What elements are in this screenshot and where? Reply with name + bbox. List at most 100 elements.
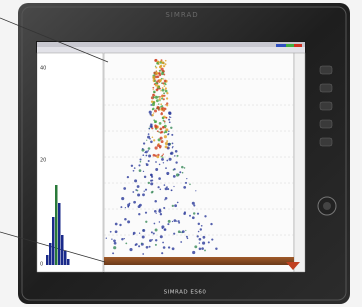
echo-dot [166,97,168,99]
echo-dot [113,246,116,249]
echo-dot [162,117,163,118]
echo-dot [151,231,153,233]
echo-dot [154,121,156,123]
echo-dot [170,143,171,144]
echo-dot [159,164,161,166]
echo-dot [193,212,195,214]
echo-dot [158,72,160,74]
echo-dot [176,220,178,222]
echo-dot [173,186,174,187]
histogram-panel [37,53,103,272]
echo-dot [164,135,167,138]
echo-dot [173,233,175,235]
echo-dot [144,176,146,178]
echo-dot [148,182,150,184]
echo-dot [192,216,195,219]
echo-dot [194,245,197,248]
echo-dot [169,116,170,117]
echo-dot [165,63,167,65]
echo-dot [124,218,127,221]
echo-dot [181,166,184,169]
echo-dot [159,79,162,82]
echo-dot [146,140,147,141]
echo-dot [168,119,170,121]
echo-dot [159,82,160,83]
echo-dot [146,163,147,164]
echo-dot [168,246,170,248]
echo-dot [204,249,206,251]
echo-dot [160,213,162,215]
page: SIMRAD SIMRAD ES60 40 20 0 (() => { cons… [0,0,362,307]
echo-dot [151,126,153,128]
echo-dot [138,245,140,247]
echo-dot [152,108,154,110]
echo-dot [160,235,163,238]
echo-dot [171,134,173,136]
echo-dot [166,140,168,142]
echo-dot [134,167,136,169]
color-scale-high [294,44,302,47]
echo-dot [131,165,133,167]
echo-dot [115,223,118,226]
depth-label: 0 [40,262,43,268]
model-label: SIMRAD ES60 [164,290,207,296]
echo-dot [182,172,184,174]
echo-dot [182,230,185,233]
echo-dot [137,193,140,196]
echo-dot [163,109,165,111]
echo-dot [200,228,202,230]
echo-dot [147,136,150,139]
echo-dot [159,66,161,68]
echo-dot [197,235,199,237]
echo-dot [155,239,157,241]
echo-dot [178,222,180,224]
echo-dot [201,247,204,250]
echo-dot [185,182,187,184]
echo-dot [174,204,177,207]
echo-dot [142,148,144,150]
echo-dot [152,76,155,79]
echo-dot [210,223,212,225]
echo-dot [165,89,166,90]
echo-dot [156,99,159,102]
echo-dot [142,253,144,255]
echo-dot [201,225,203,227]
echo-dot [161,158,164,161]
side-button [320,102,332,110]
echo-dot [155,168,158,171]
seabed [104,257,294,265]
echo-dot [155,66,156,67]
echo-dot [151,239,153,241]
echo-dot [153,112,154,113]
echo-dot [155,72,158,75]
echo-dot [203,236,206,239]
echo-dot [133,201,136,204]
echo-dot [166,102,168,104]
echo-dot [143,171,144,172]
echo-dot [156,213,157,214]
echo-dot [141,243,142,244]
echo-dot [154,210,157,213]
echo-dot [157,144,160,147]
echo-dot [172,221,173,222]
echo-dot [132,191,134,193]
echo-dot [152,103,155,106]
tool-bar [37,47,305,53]
echo-dot [127,220,130,223]
histogram-bar [61,235,64,265]
echo-dot [146,155,148,157]
echo-dot [152,94,155,97]
echo-dot [187,238,189,240]
echo-dot [149,111,152,114]
echo-dot [162,61,165,64]
echo-dot [169,121,171,123]
echo-dot [158,86,160,88]
echo-dot [166,160,168,162]
echo-dot [156,62,159,65]
echo-dot [156,106,159,109]
echo-dot [171,189,173,191]
echo-dot [152,114,154,116]
brand-top: SIMRAD [165,11,198,19]
echo-dot [153,232,155,234]
echo-dot [154,80,156,82]
